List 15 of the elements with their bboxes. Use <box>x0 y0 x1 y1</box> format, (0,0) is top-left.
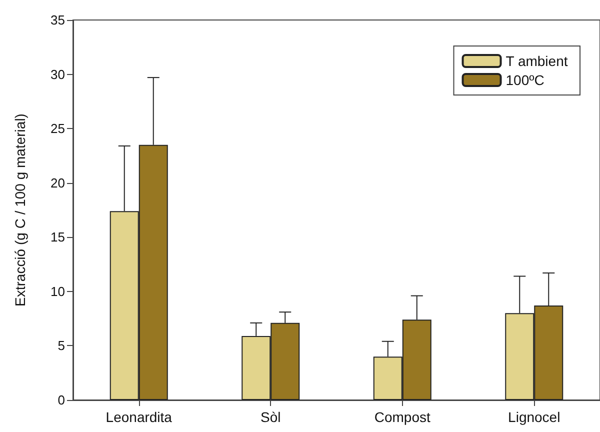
y-tick-label: 0 <box>58 392 65 408</box>
y-tick-label: 5 <box>58 338 65 354</box>
legend-label: T ambient <box>506 53 568 69</box>
y-tick-label: 20 <box>50 175 65 190</box>
y-tick-label: 15 <box>50 230 65 245</box>
y-tick-label: 30 <box>50 66 65 82</box>
y-tick-label: 35 <box>50 12 65 28</box>
legend-label: 100ºC <box>506 72 544 88</box>
x-tick-label: Compost <box>374 409 430 425</box>
y-tick-label: 25 <box>50 121 65 136</box>
x-tick-label: Sòl <box>260 409 281 425</box>
y-axis-title: Extracció (g C / 100 g material) <box>12 114 28 306</box>
y-tick-label: 10 <box>50 284 65 299</box>
x-tick-label: Lignocel <box>508 409 560 425</box>
x-tick-label: Leonardita <box>106 409 172 425</box>
